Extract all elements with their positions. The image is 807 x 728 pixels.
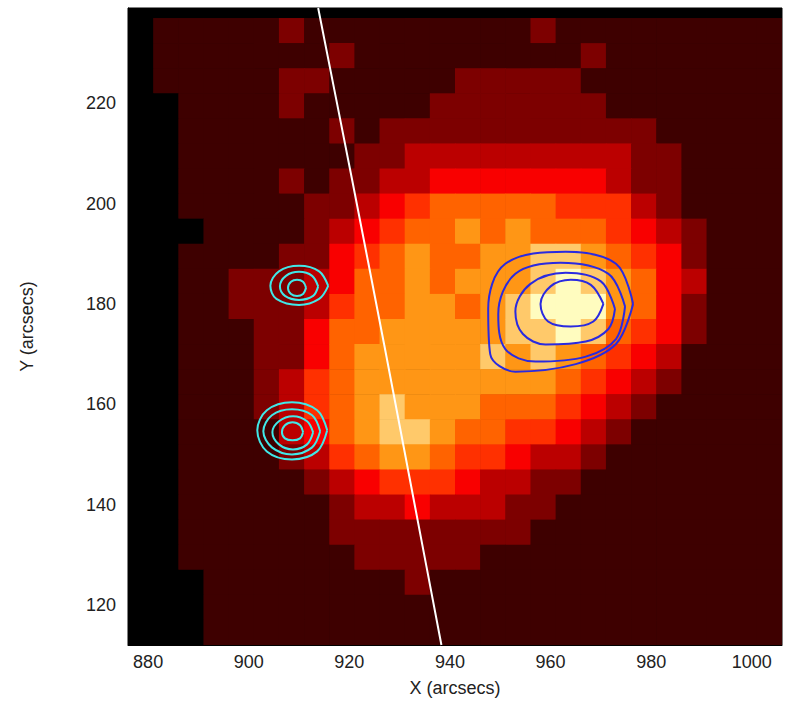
svg-text:220: 220 [86, 93, 116, 113]
svg-text:980: 980 [636, 652, 666, 672]
svg-text:880: 880 [133, 652, 163, 672]
svg-text:960: 960 [536, 652, 566, 672]
svg-text:120: 120 [86, 595, 116, 615]
svg-text:940: 940 [435, 652, 465, 672]
svg-text:180: 180 [86, 294, 116, 314]
svg-text:900: 900 [234, 652, 264, 672]
svg-text:140: 140 [86, 495, 116, 515]
svg-text:Y (arcsecs): Y (arcsecs) [17, 281, 37, 372]
svg-text:160: 160 [86, 394, 116, 414]
svg-text:1000: 1000 [732, 652, 772, 672]
svg-text:920: 920 [334, 652, 364, 672]
svg-text:X (arcsecs): X (arcsecs) [409, 678, 500, 698]
svg-text:200: 200 [86, 194, 116, 214]
